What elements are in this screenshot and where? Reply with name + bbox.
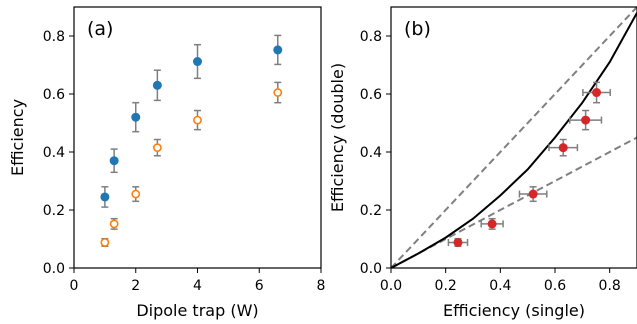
a-y-tick-label: 0.4 bbox=[43, 145, 65, 161]
panel-a-point-filled bbox=[131, 112, 141, 122]
b-y-tick-label: 0.6 bbox=[360, 87, 382, 103]
a-y-tick-label: 0.6 bbox=[43, 87, 65, 103]
panel-b-point bbox=[487, 219, 497, 229]
b-x-tick-label: 0.0 bbox=[380, 278, 402, 294]
panel-a-frame bbox=[73, 6, 322, 269]
panel-b-x-axis-label: Efficiency (single) bbox=[443, 301, 585, 320]
a-y-tick-label: 0.0 bbox=[43, 261, 65, 277]
panel-a-marks bbox=[100, 34, 283, 247]
panel-a-label: (a) bbox=[87, 18, 113, 40]
b-y-tick-label: 0.2 bbox=[360, 203, 382, 219]
panel-a-point-filled bbox=[152, 80, 162, 90]
panel-b-dashed-reference-line bbox=[391, 7, 637, 268]
panel-a-point-filled bbox=[109, 156, 119, 166]
panel-b-label: (b) bbox=[404, 18, 431, 40]
panel-a: 0 2 4 6 8 0.0 0.2 0.4 0.6 0.8 (a) Dipole trap (W)… bbox=[8, 6, 326, 320]
panel-b-point bbox=[592, 88, 602, 98]
a-x-tick-label: 6 bbox=[255, 278, 264, 294]
b-x-tick-label: 0.6 bbox=[544, 278, 566, 294]
b-x-tick-label: 0.8 bbox=[599, 278, 621, 294]
a-y-tick-label: 0.8 bbox=[43, 29, 65, 45]
panel-b-point bbox=[581, 115, 591, 125]
panel-a-ticks: 0 2 4 6 8 0.0 0.2 0.4 0.6 0.8 bbox=[43, 29, 326, 294]
panel-a-point-open bbox=[131, 189, 141, 199]
panel-a-point-filled bbox=[193, 57, 202, 67]
b-x-tick-label: 0.2 bbox=[435, 278, 457, 294]
panel-a-point-open bbox=[100, 238, 110, 247]
panel-a-point-open bbox=[152, 143, 162, 153]
b-x-tick-label: 0.4 bbox=[489, 278, 511, 294]
panel-a-x-axis-label: Dipole trap (W) bbox=[136, 301, 258, 320]
a-x-tick-label: 4 bbox=[193, 278, 202, 294]
a-x-tick-label: 8 bbox=[317, 278, 326, 294]
panel-b-point bbox=[528, 189, 538, 199]
b-y-tick-label: 0.4 bbox=[360, 145, 382, 161]
panel-a-point-filled bbox=[100, 192, 110, 202]
panel-a-point-open bbox=[273, 88, 283, 97]
a-y-tick-label: 0.2 bbox=[43, 203, 65, 219]
panel-b: 0.0 0.2 0.4 0.6 0.8 0.0 0.2 0.4 0.6 0.8 (b) Effic… bbox=[328, 6, 637, 320]
panel-a-point-filled bbox=[273, 45, 283, 55]
b-y-tick-label: 0.8 bbox=[360, 29, 382, 45]
panel-b-point bbox=[453, 237, 463, 247]
panel-b-point bbox=[558, 143, 568, 153]
a-x-tick-label: 0 bbox=[70, 278, 79, 294]
b-y-tick-label: 0.0 bbox=[360, 261, 382, 277]
panel-b-y-axis-label: Efficiency (double) bbox=[328, 63, 347, 212]
panel-a-point-open bbox=[193, 115, 202, 125]
a-x-tick-label: 2 bbox=[131, 278, 140, 294]
panel-b-ticks: 0.0 0.2 0.4 0.6 0.8 0.0 0.2 0.4 0.6 0.8 bbox=[360, 29, 621, 294]
panel-a-point-open bbox=[109, 219, 119, 229]
panel-b-marks bbox=[447, 81, 611, 247]
panel-b-frame bbox=[390, 6, 637, 269]
panel-a-y-axis-label: Efficiency bbox=[8, 99, 27, 176]
